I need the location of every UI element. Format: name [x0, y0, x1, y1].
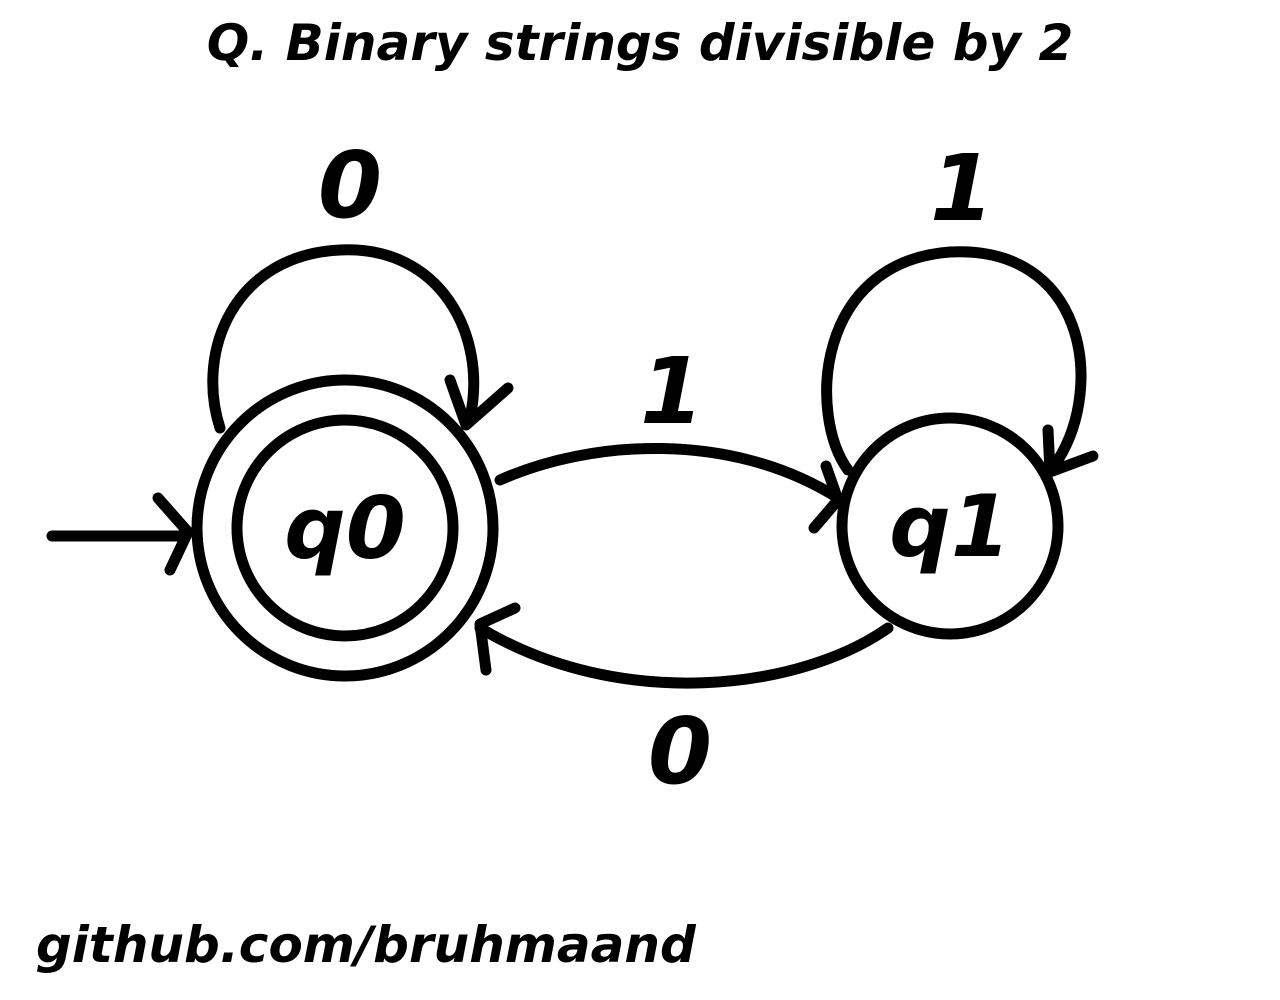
state-q0-outer-ring [191, 374, 499, 682]
diagram-title: Q. Binary strings divisible by 2 [207, 14, 1074, 72]
edge-label-q0-to-q1: 1 [640, 338, 704, 445]
state-q1-ring [836, 412, 1064, 640]
footer-credit: github.com/bruhmaand [36, 916, 697, 974]
state-q0-label: q0 [284, 479, 405, 579]
state-q1-label: q1 [889, 477, 1010, 577]
edge-q1-to-q0 [474, 602, 894, 689]
edge-q0-to-q1 [494, 443, 844, 534]
edge-label-q1-loop: 1 [930, 135, 994, 242]
state-q0-inner-ring [231, 414, 459, 642]
state-q0: q0 [191, 374, 499, 682]
edge-label-q0-loop: 0 [318, 132, 382, 239]
self-loop-q1 [821, 246, 1099, 478]
self-loop-q0 [207, 244, 514, 434]
edge-label-q1-to-q0: 0 [648, 698, 712, 805]
state-q1: q1 [836, 412, 1064, 640]
start-arrow [46, 492, 194, 576]
